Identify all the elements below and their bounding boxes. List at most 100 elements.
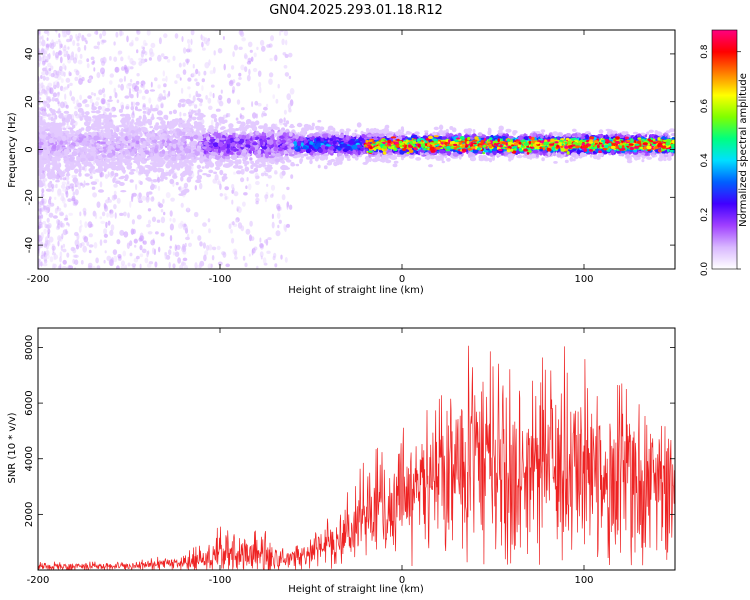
heatmap-cell [187,43,191,50]
heatmap-cell [55,40,59,45]
heatmap-cell [42,220,46,225]
heatmap-cell [283,224,287,231]
heatmap-cell [120,66,125,71]
heatmap-cell [129,87,131,93]
heatmap-cell [84,111,90,116]
heatmap-cell [201,85,204,92]
heatmap-cell [61,233,64,240]
heatmap-cell [246,61,252,65]
heatmap-cell [129,240,133,247]
heatmap-cell [142,103,146,108]
heatmap-cell [109,108,114,113]
heatmap-cell [46,224,51,229]
heatmap-cell [156,219,161,223]
heatmap-cell [666,156,672,161]
heatmap-cell [194,78,198,82]
heatmap-cell [99,33,103,39]
heatmap-cell [641,159,645,163]
heatmap-cell [59,212,65,216]
heatmap-cell [104,174,109,179]
heatmap-cell [192,117,197,121]
heatmap-cell [274,158,281,163]
heatmap-cell [228,223,232,230]
heatmap-cell [268,78,273,85]
heatmap-cell [45,188,52,192]
heatmap-cell [88,136,94,141]
heatmap-cell [49,42,52,49]
heatmap-cell [327,125,334,131]
heatmap-cell [95,168,100,173]
heatmap-cell [117,84,121,88]
heatmap-cell [90,56,95,61]
heatmap-cell [208,244,213,251]
heatmap-cell [48,68,52,72]
heatmap-cell [154,77,158,82]
heatmap-cell [256,46,259,51]
heatmap-cell [364,155,370,161]
heatmap-cell [63,203,67,208]
heatmap-cell [51,112,57,116]
heatmap-cell [541,157,545,162]
heatmap-cell [62,177,67,181]
heatmap-cell [54,30,58,33]
heatmap-cell [195,93,202,98]
heatmap-cell [38,168,43,173]
heatmap-cell [181,245,187,253]
heatmap-cell [147,108,152,114]
heatmap-cell [88,249,92,254]
heatmap-cell [201,78,205,83]
heatmap-cell [40,121,47,126]
heatmap-cell [190,124,194,129]
heatmap-cell [142,240,147,245]
heatmap-cell [45,167,51,172]
heatmap-cell [51,245,56,251]
heatmap-cell [159,178,164,182]
heatmap-cell [101,60,106,66]
heatmap-cell [182,69,187,75]
heatmap-cell [71,195,76,202]
heatmap-cell [114,66,120,73]
heatmap-cell [123,128,129,133]
heatmap-cell [74,184,78,188]
heatmap-cell [54,196,57,200]
heatmap-cell [43,228,47,235]
heatmap-cell [212,246,217,251]
heatmap-cell [120,56,124,62]
heatmap-cell [592,150,596,154]
heatmap-cell [248,253,251,257]
heatmap-cell [181,262,187,266]
heatmap-cell [134,244,137,248]
heatmap-cell [62,32,67,38]
heatmap-cell [182,257,188,262]
heatmap-cell [109,73,115,78]
heatmap-cell [73,110,78,116]
heatmap-cell [213,50,216,56]
heatmap-cell [165,192,171,199]
heatmap-cell [58,33,61,38]
heatmap-cell [251,101,254,108]
heatmap-cell [111,194,116,201]
heatmap-cell [59,256,62,263]
heatmap-cell [267,237,272,241]
heatmap-cell [91,61,95,65]
heatmap-cell [170,197,175,202]
heatmap-cell [124,264,128,269]
heatmap-cell [195,157,200,161]
heatmap-cell [38,83,42,91]
heatmap-cell [106,212,109,218]
heatmap-cell [286,93,292,101]
heatmap-cell [245,228,251,235]
heatmap-cell [195,81,200,87]
heatmap-cell [160,103,164,109]
heatmap-cell [40,82,44,89]
heatmap-cell [86,241,90,246]
heatmap-cell [253,52,257,58]
heatmap-cell [210,119,214,127]
heatmap-cell [190,30,195,36]
heatmap-cell [213,171,218,175]
heatmap-cell [41,250,44,257]
heatmap-cell [162,70,165,77]
heatmap-cell [288,204,293,210]
heatmap-cell [72,177,78,183]
heatmap-cell [273,56,276,61]
